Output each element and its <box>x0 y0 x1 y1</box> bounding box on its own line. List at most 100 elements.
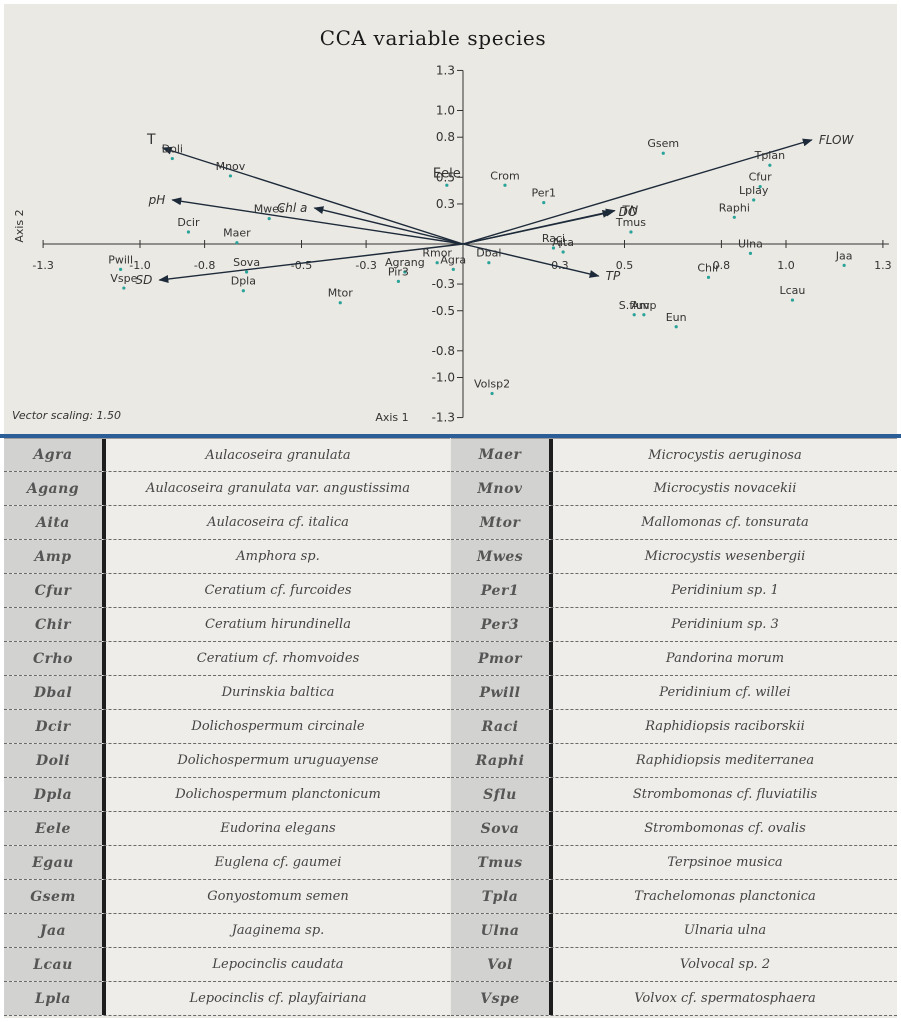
species-point <box>732 215 736 219</box>
legend-row: Agra Aulacoseira granulata <box>4 438 450 472</box>
x-tick-label: -1.0 <box>129 259 150 272</box>
legend-row: Egau Euglena cf. gaumei <box>4 846 450 880</box>
species-label: Dpla <box>231 275 256 288</box>
x-tick-label: 1.0 <box>777 259 795 272</box>
legend-column-right: Maer Microcystis aeruginosa Mnov Microcysti… <box>451 438 897 1018</box>
species-point <box>403 270 407 274</box>
species-point <box>435 261 439 265</box>
legend-code: Per1 <box>451 574 553 607</box>
species-label: Mwes <box>254 203 285 216</box>
legend-species-name: Dolichospermum uruguayense <box>106 744 450 777</box>
legend-row: Tpla Trachelomonas planctonica <box>451 880 897 914</box>
legend-species-name: Volvocal sp. 2 <box>553 948 897 981</box>
legend-code: Per3 <box>451 608 553 641</box>
y-tick-label: 0.3 <box>436 197 455 211</box>
species-point <box>752 198 756 202</box>
vector-arrow <box>161 146 464 245</box>
legend-species-name: Gonyostomum semen <box>106 880 450 913</box>
species-label: Per1 <box>531 187 556 200</box>
legend-code: Mtor <box>451 506 553 539</box>
legend-row: Agang Aulacoseira granulata var. angustis… <box>4 472 450 506</box>
species-point <box>445 183 449 187</box>
species-label: Sova <box>233 256 260 269</box>
y-axis-label: Axis 2 <box>13 209 26 242</box>
y-tick-label: -0.8 <box>432 344 455 358</box>
legend-row: Chir Ceratium hirundinella <box>4 608 450 642</box>
legend-species-name: Mallomonas cf. tonsurata <box>553 506 897 539</box>
legend-code: Cfur <box>4 574 106 607</box>
legend-species-name: Microcystis novacekii <box>553 472 897 505</box>
species-point <box>487 261 491 265</box>
legend-code: Raci <box>451 710 553 743</box>
legend-code: Tpla <box>451 880 553 913</box>
legend-code: Dcir <box>4 710 106 743</box>
y-tick-label: 1.3 <box>436 63 455 77</box>
legend-row: Dbal Durinskia baltica <box>4 676 450 710</box>
legend-species-name: Ceratium cf. rhomvoides <box>106 642 450 675</box>
legend-species-name: Dolichospermum planctonicum <box>106 778 450 811</box>
vector-label: Chl a <box>277 201 308 215</box>
legend-species-name: Peridinium sp. 3 <box>553 608 897 641</box>
species-point <box>706 275 711 279</box>
legend-species-name: Ceratium cf. furcoides <box>106 574 450 607</box>
legend-row: Raphi Raphidiopsis mediterranea <box>451 744 897 778</box>
x-tick-label: 0.5 <box>616 259 634 272</box>
species-point <box>396 279 400 283</box>
legend-species-name: Strombomonas cf. fluviatilis <box>553 778 897 811</box>
y-tick-label: 0.8 <box>436 130 455 144</box>
legend-code: Vol <box>451 948 553 981</box>
species-label: S.fluv <box>619 299 650 312</box>
legend-species-name: Pandorina morum <box>553 642 897 675</box>
x-tick-label: -1.3 <box>32 259 53 272</box>
legend-species-name: Ceratium hirundinella <box>106 608 450 641</box>
legend-row: Mtor Mallomonas cf. tonsurata <box>451 506 897 540</box>
species-point <box>244 270 249 274</box>
legend-species-name: Dolichospermum circinale <box>106 710 450 743</box>
legend-code: Agang <box>4 472 106 505</box>
species-point <box>768 163 772 167</box>
legend-row: Lpla Lepocinclis cf. playfairiana <box>4 982 450 1016</box>
legend-code: Mnov <box>451 472 553 505</box>
legend-species-name: Lepocinclis cf. playfairiana <box>106 982 450 1015</box>
species-label: Volsp2 <box>474 378 510 391</box>
legend-species-name: Ulnaria ulna <box>553 914 897 947</box>
legend-species-name: Jaaginema sp. <box>106 914 450 947</box>
species-point <box>561 250 565 254</box>
y-tick-label: -1.0 <box>432 371 455 385</box>
vector-arrow <box>462 138 813 245</box>
y-tick-label: -1.3 <box>432 411 455 425</box>
legend-code: Jaa <box>4 914 106 947</box>
legend-code: Egau <box>4 846 106 879</box>
species-point <box>674 325 678 329</box>
legend-row: Ulna Ulnaria ulna <box>451 914 897 948</box>
x-tick-label: -0.3 <box>355 259 376 272</box>
species-label: Gsem <box>647 137 679 150</box>
species-point <box>338 301 342 305</box>
legend-row: Dpla Dolichospermum planctonicum <box>4 778 450 812</box>
species-point <box>170 156 174 161</box>
legend-row: Mnov Microcystis novacekii <box>451 472 897 506</box>
legend-code: Ulna <box>451 914 553 947</box>
species-point <box>551 246 556 250</box>
legend-row: Maer Microcystis aeruginosa <box>451 438 897 472</box>
x-axis-label: Axis 1 <box>375 411 408 424</box>
species-label: Pir3 <box>388 265 409 278</box>
x-tick-label: -0.5 <box>291 259 312 272</box>
legend-row: Sova Strombomonas cf. ovalis <box>451 812 897 846</box>
legend-code: Crho <box>4 642 106 675</box>
species-label: Rmor <box>422 247 452 260</box>
legend-species-name: Strombomonas cf. ovalis <box>553 812 897 845</box>
species-label: Agra <box>440 253 466 266</box>
species-label: Raci <box>542 232 565 245</box>
species-label: Vspe <box>110 272 137 285</box>
legend-code: Pwill <box>451 676 553 709</box>
x-tick-label: 0.3 <box>551 259 569 272</box>
legend-row: Doli Dolichospermum uruguayense <box>4 744 450 778</box>
legend-species-name: Aulacoseira granulata var. angustissima <box>106 472 450 505</box>
y-tick-label: 1.0 <box>436 104 455 118</box>
x-tick-label: 0.8 <box>713 259 731 272</box>
legend-column-left: Agra Aulacoseira granulata Agang Aulacoseir… <box>4 438 450 1018</box>
species-point <box>267 217 271 221</box>
legend-species-name: Terpsinoe musica <box>553 846 897 879</box>
species-point <box>661 151 665 155</box>
